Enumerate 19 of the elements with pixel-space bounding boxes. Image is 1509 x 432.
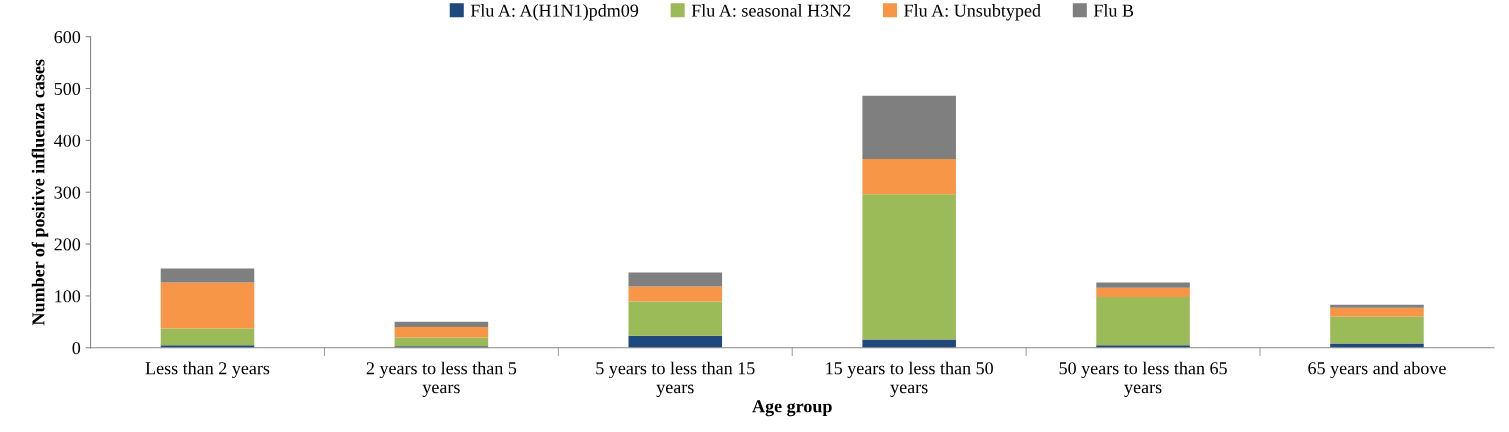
x-axis-title: Age group [752,400,832,417]
x-tick-label: Less than 2 years [145,361,270,379]
x-tick-label: 2 years to less than 5 years [366,361,517,397]
y-axis-title: Number of positive influenza cases [31,59,49,326]
y-tick-label: 100 [55,290,81,303]
legend-label: Flu B [1093,4,1134,17]
x-tick-label: 5 years to less than 15 years [596,361,755,397]
y-tick-label: 500 [54,82,81,95]
y-tick-label: 0 [72,342,81,355]
y-tick-label: 600 [54,30,81,44]
x-tick-label: 65 years and above [1308,361,1446,379]
legend-label: Flu A: Unsubtyped [904,4,1041,21]
y-tick-label: 200 [54,238,81,251]
x-tick-label: 15 years to less than 50 years [826,361,993,397]
legend-label: Flu A: seasonal H3N2 [691,4,851,17]
y-tick-label: 300 [54,186,81,199]
y-tick-label: 400 [54,134,81,147]
x-tick-label: 50 years to less than 65 years [1059,361,1227,397]
legend-label: Flu A: A(H1N1)pdm09 [470,4,639,21]
